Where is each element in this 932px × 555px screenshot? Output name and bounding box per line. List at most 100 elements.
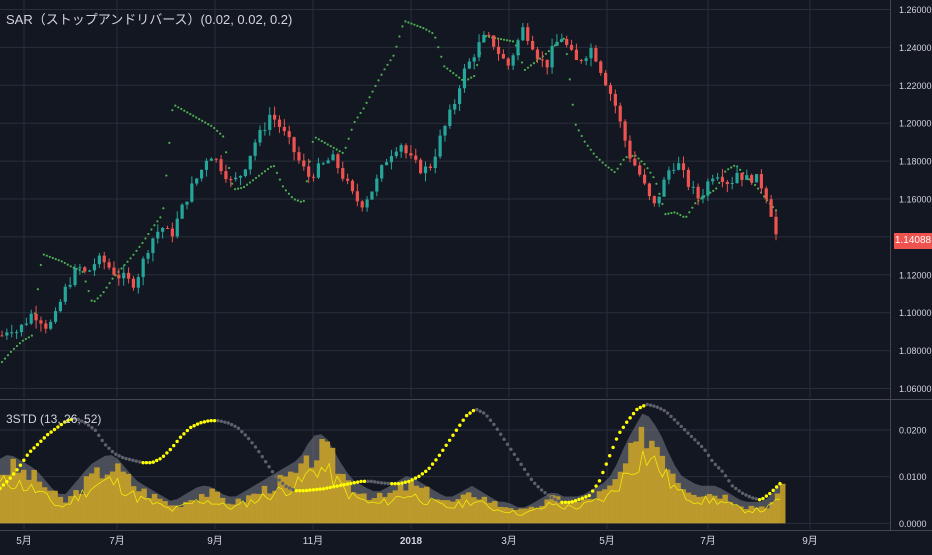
- std-slow-point: [298, 488, 302, 493]
- std-slow-point: [607, 454, 612, 458]
- candle-body: [691, 186, 695, 188]
- std-histogram-bar: [188, 500, 194, 524]
- std-slow-point: [338, 483, 343, 488]
- std-slow-point: [495, 427, 499, 431]
- candle-body: [146, 253, 150, 259]
- sar-point: [389, 59, 392, 62]
- sar-point: [192, 114, 195, 117]
- sar-point: [126, 260, 129, 263]
- std-slow-point: [461, 418, 465, 422]
- std-histogram-bar: [513, 509, 519, 524]
- sar-point: [404, 20, 407, 23]
- std-histogram-bar: [612, 479, 618, 524]
- std-histogram-bar: [272, 490, 278, 524]
- candle-body: [360, 201, 364, 208]
- std-tick-label: 0.0000: [899, 519, 927, 529]
- std-slow-point: [577, 497, 581, 502]
- std-histogram-bar: [413, 485, 420, 524]
- std-histogram-bar: [324, 441, 331, 524]
- std-slow-point: [447, 438, 452, 442]
- sar-point: [511, 40, 515, 43]
- sar-point: [410, 22, 413, 25]
- std-histogram-bar: [748, 505, 755, 524]
- std-slow-point: [117, 454, 121, 458]
- main-indicator-legend[interactable]: SAR（ストップアンドリバース）(0.02, 0.02, 0.2): [6, 12, 293, 27]
- std-slow-point: [90, 425, 94, 430]
- sar-point: [278, 178, 282, 181]
- candle-body: [24, 323, 28, 325]
- sar-point: [428, 30, 431, 33]
- sar-point: [347, 137, 350, 140]
- std-slow-point: [519, 462, 523, 467]
- candle-body: [97, 255, 101, 265]
- time-tick-label: 9月: [802, 535, 818, 547]
- candle-body: [467, 61, 471, 69]
- std-histogram-bar: [602, 489, 608, 524]
- std-histogram-bar: [397, 484, 404, 524]
- sar-point: [180, 107, 183, 111]
- std-slow-point: [148, 460, 152, 465]
- std-histogram-bar: [146, 498, 153, 524]
- std-histogram-bar: [528, 506, 535, 524]
- candle-body: [117, 274, 121, 279]
- std-histogram-bar: [157, 498, 163, 524]
- time-tick-label: 9月: [207, 535, 223, 547]
- sar-point: [691, 206, 694, 209]
- sar-point: [293, 198, 296, 201]
- std-histogram-bar: [261, 485, 268, 524]
- sar-point: [201, 119, 204, 122]
- std-slow-point: [652, 404, 656, 408]
- std-slow-point: [716, 466, 721, 470]
- candle-body: [594, 48, 598, 62]
- std-histogram-bar: [256, 493, 263, 524]
- sar-point: [248, 181, 252, 184]
- std-slow-point: [342, 483, 346, 487]
- candle-body: [209, 158, 213, 161]
- sar-point: [42, 253, 45, 256]
- candle-body: [268, 114, 272, 130]
- sar-point: [120, 267, 123, 270]
- candle-body: [774, 216, 778, 235]
- std-histogram-bar: [31, 469, 37, 524]
- std-slow-point: [161, 454, 166, 458]
- std-histogram-bar: [476, 499, 482, 524]
- std-histogram-bar: [83, 476, 90, 524]
- sub-indicator-legend[interactable]: 3STD (13, 26, 52): [6, 412, 102, 426]
- std-slow-point: [151, 460, 155, 464]
- sar-point: [652, 176, 655, 179]
- candle-body: [662, 179, 666, 197]
- candle-body: [122, 272, 126, 279]
- candle-body: [720, 177, 725, 182]
- candle-body: [409, 153, 413, 156]
- std-slow-point: [536, 485, 540, 489]
- std-slow-point: [604, 462, 608, 466]
- candle-body: [477, 42, 481, 58]
- std-slow-point: [226, 421, 230, 425]
- sar-point: [386, 63, 389, 66]
- std-slow-point: [335, 484, 339, 488]
- std-slow-point: [32, 446, 36, 450]
- std-histogram-bar: [94, 467, 100, 524]
- candle-body: [686, 169, 690, 187]
- std-slow-point: [597, 479, 602, 483]
- std-slow-point: [209, 418, 213, 423]
- std-histogram-bar: [340, 473, 346, 524]
- std-histogram-bar: [706, 494, 713, 524]
- candle-body: [126, 272, 131, 279]
- std-slow-point: [39, 439, 43, 443]
- std-slow-point: [321, 487, 326, 491]
- std-slow-point: [464, 413, 469, 418]
- std-slow-point: [492, 422, 496, 427]
- price-tick-label: 1.26000: [899, 5, 932, 15]
- candle-body: [428, 166, 432, 169]
- std-slow-point: [396, 481, 401, 486]
- candle-body: [414, 155, 418, 160]
- sar-point: [326, 143, 329, 146]
- sar-point: [236, 187, 240, 190]
- std-slow-point: [502, 437, 506, 441]
- std-slow-point: [352, 481, 356, 485]
- std-slow-point: [246, 436, 251, 441]
- sar-point: [538, 57, 542, 60]
- candle-body: [735, 172, 739, 184]
